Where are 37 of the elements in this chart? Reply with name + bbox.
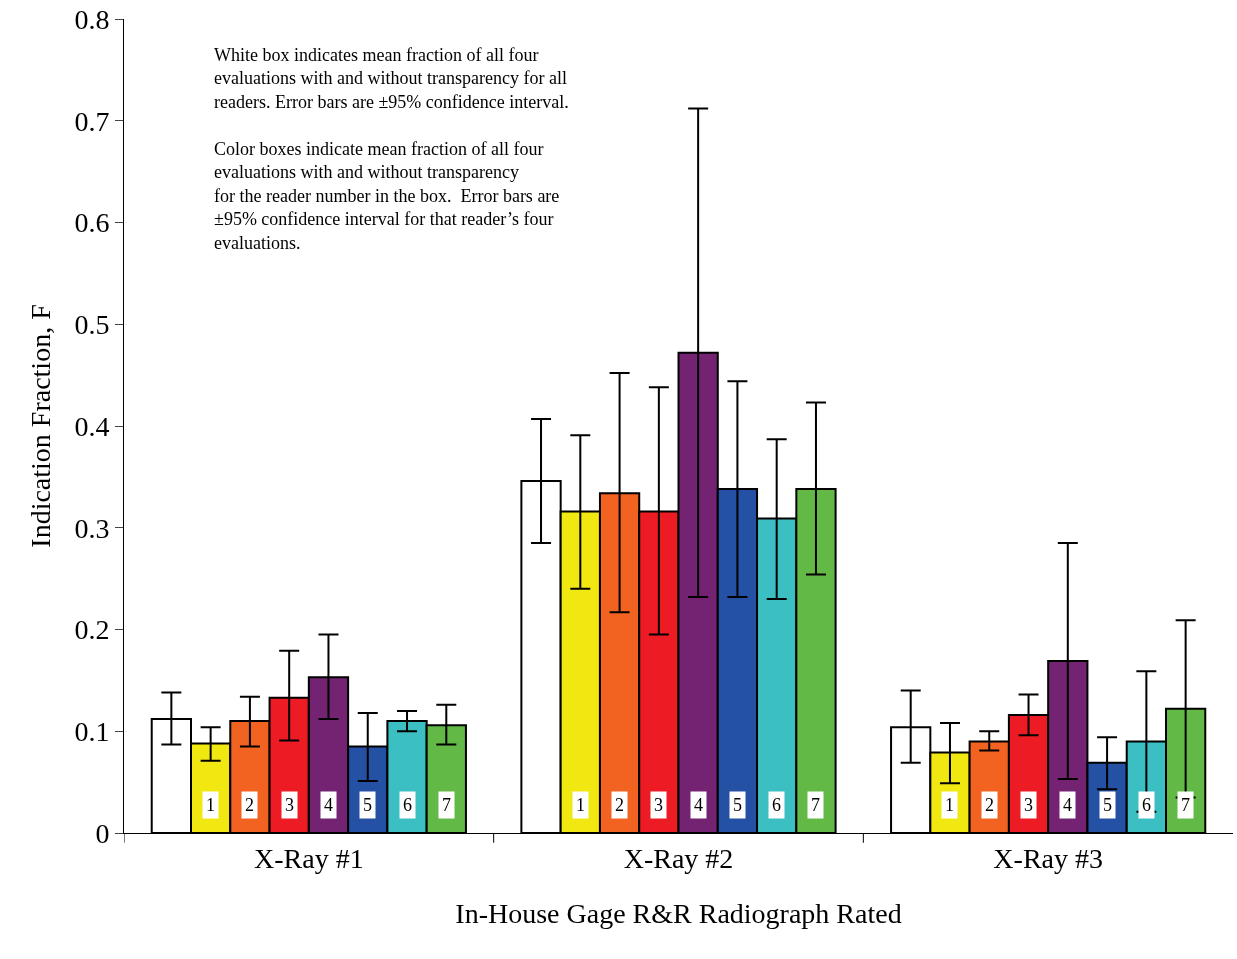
text: 1 [206,795,215,815]
x-tick-label: X-Ray #2 [623,842,734,874]
series-label: 2 [245,795,254,815]
text: 5 [363,795,372,815]
text: 6 [772,795,781,815]
x-tick-label: X-Ray #1 [254,842,364,874]
text: 4 [324,795,333,815]
y-tick-label: 0.8 [74,3,110,35]
y-tick-label: 0.5 [74,309,110,341]
annotation: Color boxes indicate mean fraction of all four evaluations with and without transparency for the reader number in the box. Error bars are ±95% confidence interval for that reader’s four evaluations. [214,139,560,253]
text: 3 [1024,795,1033,815]
annotation: White box indicates mean fraction of all four evaluations with and without transparency for all readers. Error bars are ±95% confidence interval. [214,45,569,112]
series-label: 3 [654,795,663,815]
y-tick-label: 0 [95,817,110,849]
x-tick-label: X-Ray #3 [993,842,1103,874]
text: 7 [442,795,451,815]
x-axis-title: In-House Gage R&R Radiograph Rated [455,897,902,929]
text: 2 [615,795,624,815]
text: 1 [576,795,585,815]
text: 3 [285,795,294,815]
series-label: 1 [945,795,954,815]
y-axis-title: Indication Fraction, F [25,304,57,548]
text: 5 [733,795,742,815]
y-tick-label: 0.6 [74,207,110,239]
series-label: 4 [694,795,703,815]
series-label: 6 [403,795,412,815]
y-tick-label: 0.7 [74,105,110,137]
text: 4 [1063,795,1072,815]
y-tick-label: 0.3 [74,512,110,544]
series-label: 5 [1103,795,1112,815]
text: 2 [985,795,994,815]
y-tick-label: 0.4 [74,410,110,442]
y-tick-label: 0.2 [74,614,110,646]
series-label: 7 [811,795,820,815]
text: 6 [1142,795,1151,815]
text: 7 [1181,795,1190,815]
y-tick-label: 0.1 [74,716,110,748]
